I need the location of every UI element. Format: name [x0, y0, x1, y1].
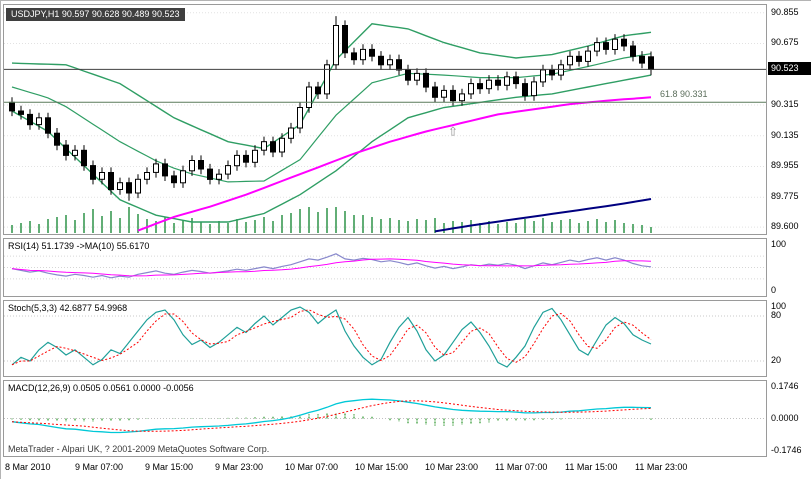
price-tick: 90.135	[771, 130, 799, 140]
price-tick: 90.315	[771, 99, 799, 109]
time-axis[interactable]: 8 Mar 2010 9 Mar 07:00 9 Mar 15:00 9 Mar 23…	[1, 458, 811, 479]
candlestick-chart: ⇧	[4, 12, 766, 233]
price-tick: 90.675	[771, 37, 799, 47]
time-axis-label: 11 Mar 15:00	[565, 462, 618, 472]
fibonacci-level-label: 61.8 90.331	[660, 89, 708, 99]
price-tick: 89.600	[771, 221, 799, 231]
price-tick: 100	[771, 301, 787, 311]
price-tick: 90.855	[771, 7, 799, 17]
symbol-ohlc-chip: USDJPY,H1 90.597 90.628 90.489 90.523	[6, 8, 186, 21]
price-tick: 89.775	[771, 191, 799, 201]
current-price-badge: 90.523	[768, 62, 811, 75]
price-tick: 0.1746	[771, 381, 799, 391]
time-axis-label: 11 Mar 07:00	[495, 462, 548, 472]
stochastic-label: Stoch(5,3,3) 42.6877 54.9968	[8, 303, 128, 313]
time-axis-label: 10 Mar 23:00	[425, 462, 479, 472]
stochastic-chart	[4, 306, 766, 368]
time-axis-label: 10 Mar 15:00	[355, 462, 409, 472]
time-axis-label: 9 Mar 15:00	[145, 462, 194, 472]
price-tick: 100	[771, 239, 787, 249]
price-scale[interactable]: 90.523 90.855 90.675 90.315 90.135 89.955 89.…	[768, 1, 811, 480]
rsi-indicator-panel[interactable]: RSI(14) 51.1739 ->MA(10) 55.6170	[3, 238, 767, 297]
price-tick: 89.955	[771, 160, 799, 170]
time-axis-label: 9 Mar 07:00	[75, 462, 124, 472]
macd-indicator-panel[interactable]: MACD(12,26,9) 0.0505 0.0561 0.0000 -0.00…	[3, 380, 767, 457]
time-axis-label: 8 Mar 2010	[5, 462, 51, 472]
rsi-chart	[4, 253, 766, 280]
stochastic-indicator-panel[interactable]: Stoch(5,3,3) 42.6877 54.9968	[3, 300, 767, 377]
price-tick: 80	[771, 310, 782, 320]
macd-chart	[4, 398, 766, 434]
copyright-text: MetaTrader - Alpari UK, ? 2001-2009 Meta…	[8, 444, 270, 454]
price-tick: 0	[771, 285, 777, 295]
time-axis-label: 9 Mar 23:00	[215, 462, 264, 472]
price-chart-panel[interactable]: ⇧ USDJPY,H1 90.597 90.628 90.489 90.523 …	[3, 4, 767, 235]
price-tick: -0.1746	[771, 445, 802, 455]
rsi-label: RSI(14) 51.1739 ->MA(10) 55.6170	[8, 241, 150, 251]
time-axis-label: 10 Mar 07:00	[285, 462, 339, 472]
price-tick: 0.0000	[771, 413, 799, 423]
macd-label: MACD(12,26,9) 0.0505 0.0561 0.0000 -0.00…	[8, 383, 194, 393]
price-tick: 20	[771, 355, 782, 365]
up-arrow-signal-icon: ⇧	[448, 124, 458, 138]
time-axis-label: 11 Mar 23:00	[635, 462, 688, 472]
